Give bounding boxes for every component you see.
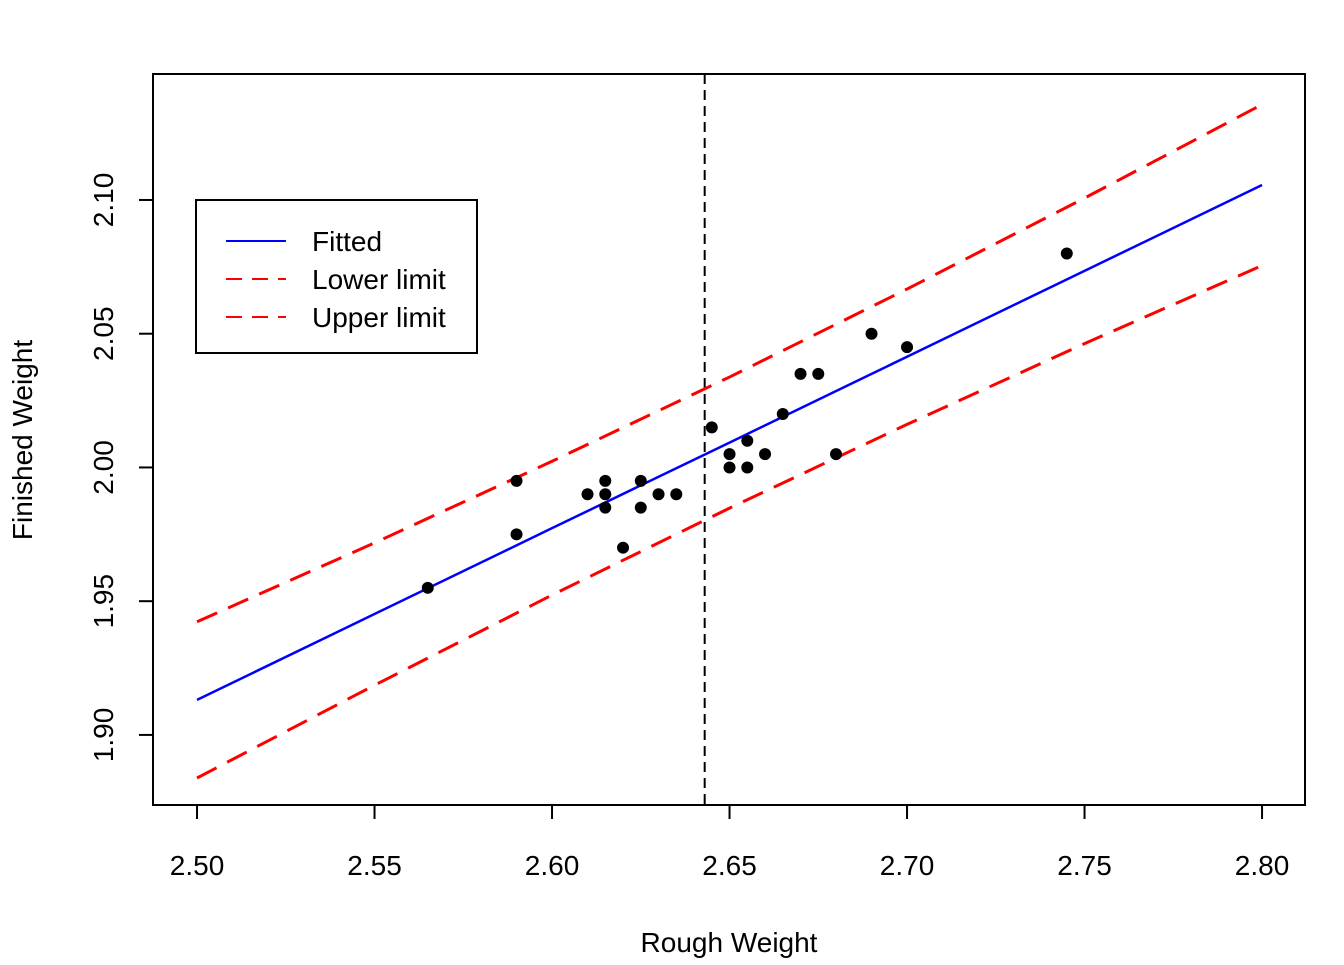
x-tick-label: 2.70 (880, 850, 935, 881)
x-tick-label: 2.75 (1057, 850, 1112, 881)
x-axis-label: Rough Weight (641, 927, 818, 958)
x-tick-label: 2.80 (1235, 850, 1290, 881)
data-point (812, 367, 825, 380)
data-point (794, 367, 807, 380)
y-tick-label: 2.10 (88, 173, 119, 228)
legend-box (195, 199, 478, 354)
series-line (196, 103, 1263, 624)
y-tick-label: 1.90 (88, 708, 119, 763)
data-point (599, 501, 612, 514)
series-line (196, 264, 1263, 780)
x-tick-label: 2.55 (347, 850, 402, 881)
data-point (865, 327, 878, 340)
legend-label: Upper limit (312, 302, 446, 333)
x-tick-label: 2.60 (525, 850, 580, 881)
data-point (723, 461, 736, 474)
data-point (901, 341, 914, 354)
data-point (830, 448, 843, 461)
data-point (776, 407, 789, 420)
legend: Fitted Lower limit Upper limit (195, 199, 478, 354)
x-tick-label: 2.50 (170, 850, 225, 881)
series-line (196, 183, 1263, 702)
data-point (581, 488, 594, 501)
data-point (741, 461, 754, 474)
data-point (652, 488, 665, 501)
data-point (670, 488, 683, 501)
data-point (510, 474, 523, 487)
legend-label: Fitted (312, 226, 382, 257)
data-point (705, 421, 718, 434)
data-point (759, 448, 772, 461)
plot-box (152, 73, 1306, 806)
data-point (421, 581, 434, 594)
y-tick-label: 2.05 (88, 306, 119, 361)
data-point (723, 448, 736, 461)
data-point (599, 488, 612, 501)
data-point (741, 434, 754, 447)
y-tick-label: 1.95 (88, 574, 119, 629)
data-point (634, 501, 647, 514)
y-axis-label: Finished Weight (7, 340, 38, 540)
data-point (617, 541, 630, 554)
data-point (1060, 247, 1073, 260)
legend-label: Lower limit (312, 264, 446, 295)
data-point (510, 528, 523, 541)
data-point (634, 474, 647, 487)
y-tick-label: 2.00 (88, 440, 119, 495)
x-tick-label: 2.65 (702, 850, 757, 881)
data-point (599, 474, 612, 487)
